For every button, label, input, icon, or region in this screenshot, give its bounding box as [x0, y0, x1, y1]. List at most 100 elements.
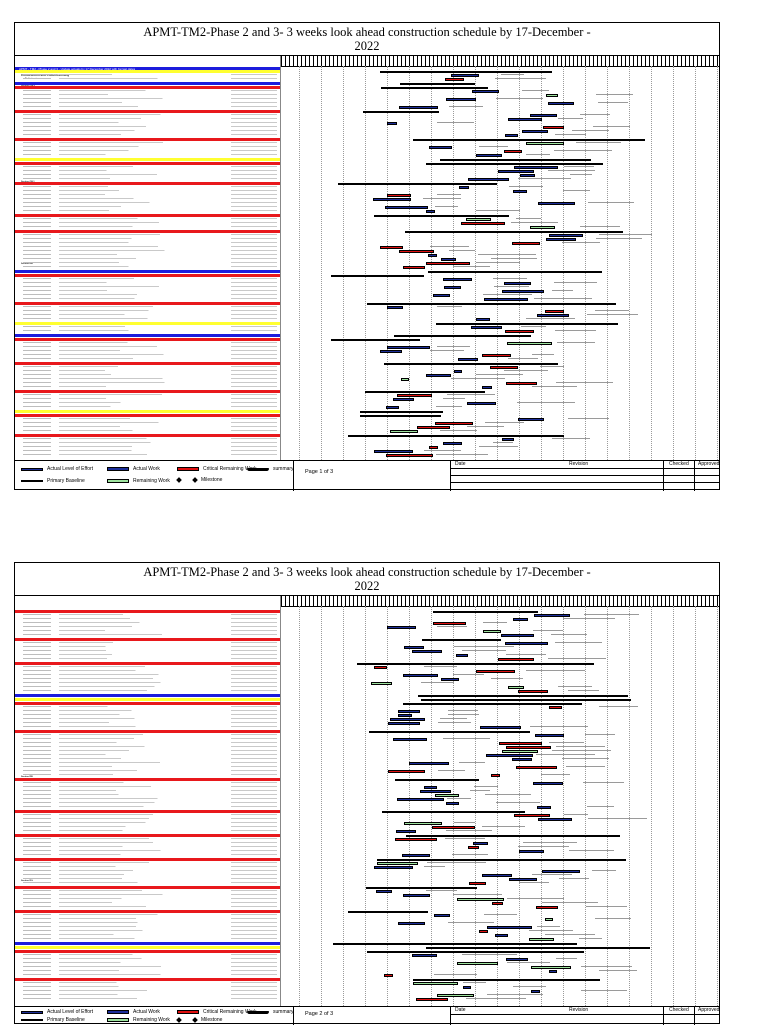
summary-bar: [428, 270, 602, 273]
bar-label: [439, 718, 467, 719]
activity-bar: [513, 189, 527, 193]
bar-label: [548, 170, 595, 171]
bar-label: [496, 98, 544, 99]
wbs-band: [15, 638, 280, 641]
legend-item: Remaining Work: [107, 478, 170, 484]
revision-date-header: Date: [455, 1007, 466, 1013]
activity-bar: [444, 77, 465, 81]
activity-row: [15, 746, 280, 747]
activity-bar: [548, 969, 558, 973]
wbs-band: [15, 86, 280, 89]
revision-header: Revision: [569, 1007, 589, 1013]
activity-bar: [531, 965, 572, 969]
page-number: Page 2 of 3: [305, 1011, 334, 1017]
page-number: Page 1 of 3: [305, 469, 334, 475]
bar-label: [452, 674, 485, 675]
bar-label: [446, 830, 492, 831]
bar-label: [583, 782, 624, 783]
activity-bar: [534, 733, 565, 737]
activity-bar: [520, 173, 536, 177]
activity-row: [15, 634, 280, 635]
activity-bar: [501, 749, 538, 753]
revision-divider: [694, 461, 695, 491]
activity-bar: [471, 89, 500, 93]
project-banner-text: APMT - TM2 - Phase 2 and 3 - Update actu…: [19, 67, 136, 71]
bar-label: [512, 986, 547, 987]
bar-label: [548, 658, 607, 659]
bar-label: [561, 242, 600, 243]
legend-label: summary: [273, 1009, 294, 1015]
activity-bar: [504, 133, 518, 137]
activity-bar: [536, 805, 552, 809]
activity-bar: [427, 253, 437, 257]
bar-label: [445, 838, 486, 839]
bar-label: [494, 78, 547, 79]
bar-label: [446, 394, 496, 395]
activity-row: [15, 622, 280, 623]
bar-label: [571, 130, 610, 131]
legend-label: Critical Remaining Work: [203, 466, 257, 472]
summary-bar: [394, 334, 532, 337]
activity-bar: [384, 973, 393, 977]
legend-item: Critical Remaining Work: [177, 1009, 257, 1015]
wbs-band: [15, 778, 280, 781]
activity-row: [15, 442, 280, 443]
activity-bar: [491, 773, 500, 777]
activity-bar: [509, 877, 537, 881]
summary-bar: [436, 322, 619, 325]
summary-bar: [365, 390, 486, 393]
activity-row: [15, 706, 280, 707]
bar-label: [556, 746, 606, 747]
summary-bar: [399, 82, 476, 85]
bar-label: [542, 902, 598, 903]
wbs-band: [15, 158, 280, 161]
activity-bar: [457, 897, 505, 901]
legend-label: Primary Baseline: [47, 1017, 85, 1023]
activity-row: [15, 454, 280, 455]
bar-label: [566, 766, 606, 767]
bar-label: [438, 770, 465, 771]
activity-row: [15, 806, 280, 807]
wbs-band: [15, 82, 280, 85]
activity-bar: [384, 205, 429, 209]
activity-bar: [402, 673, 438, 677]
bar-label: [459, 762, 485, 763]
activity-bar: [501, 633, 535, 637]
activity-row: [15, 846, 280, 847]
bar-label: [553, 150, 612, 151]
grid-line: [343, 66, 344, 460]
wbs-band: [15, 110, 280, 113]
activity-row: [15, 738, 280, 739]
activity-bar: [467, 177, 509, 181]
bar-label: [447, 798, 471, 799]
activity-bar: [395, 837, 438, 841]
activity-bar: [428, 445, 438, 449]
activity-bar: [402, 853, 430, 857]
activity-row: [15, 178, 280, 179]
activity-bar: [458, 185, 470, 189]
bar-label: [551, 634, 587, 635]
summary-bar: [380, 86, 488, 89]
summary-bar: [373, 214, 510, 217]
wbs-band: [15, 270, 280, 273]
activity-row: [15, 378, 280, 379]
wbs-band: [15, 702, 280, 705]
timescale: [281, 596, 719, 607]
activity-bar: [466, 217, 491, 221]
activity-row: [15, 790, 280, 791]
grid-line: [497, 66, 498, 460]
activity-row: [15, 802, 280, 803]
activity-row: [15, 930, 280, 931]
activity-bar: [525, 141, 564, 145]
legend-label: Remaining Work: [133, 478, 170, 484]
activity-row: [15, 982, 280, 983]
activity-row: [15, 650, 280, 651]
bar-label: [559, 878, 589, 879]
activity-bar: [389, 717, 426, 721]
bar-label: [556, 382, 613, 383]
grid-line: [695, 66, 696, 460]
activity-bar: [392, 397, 414, 401]
activity-bar: [397, 713, 413, 717]
activity-row: [15, 898, 280, 899]
grid-line: [497, 606, 498, 1006]
